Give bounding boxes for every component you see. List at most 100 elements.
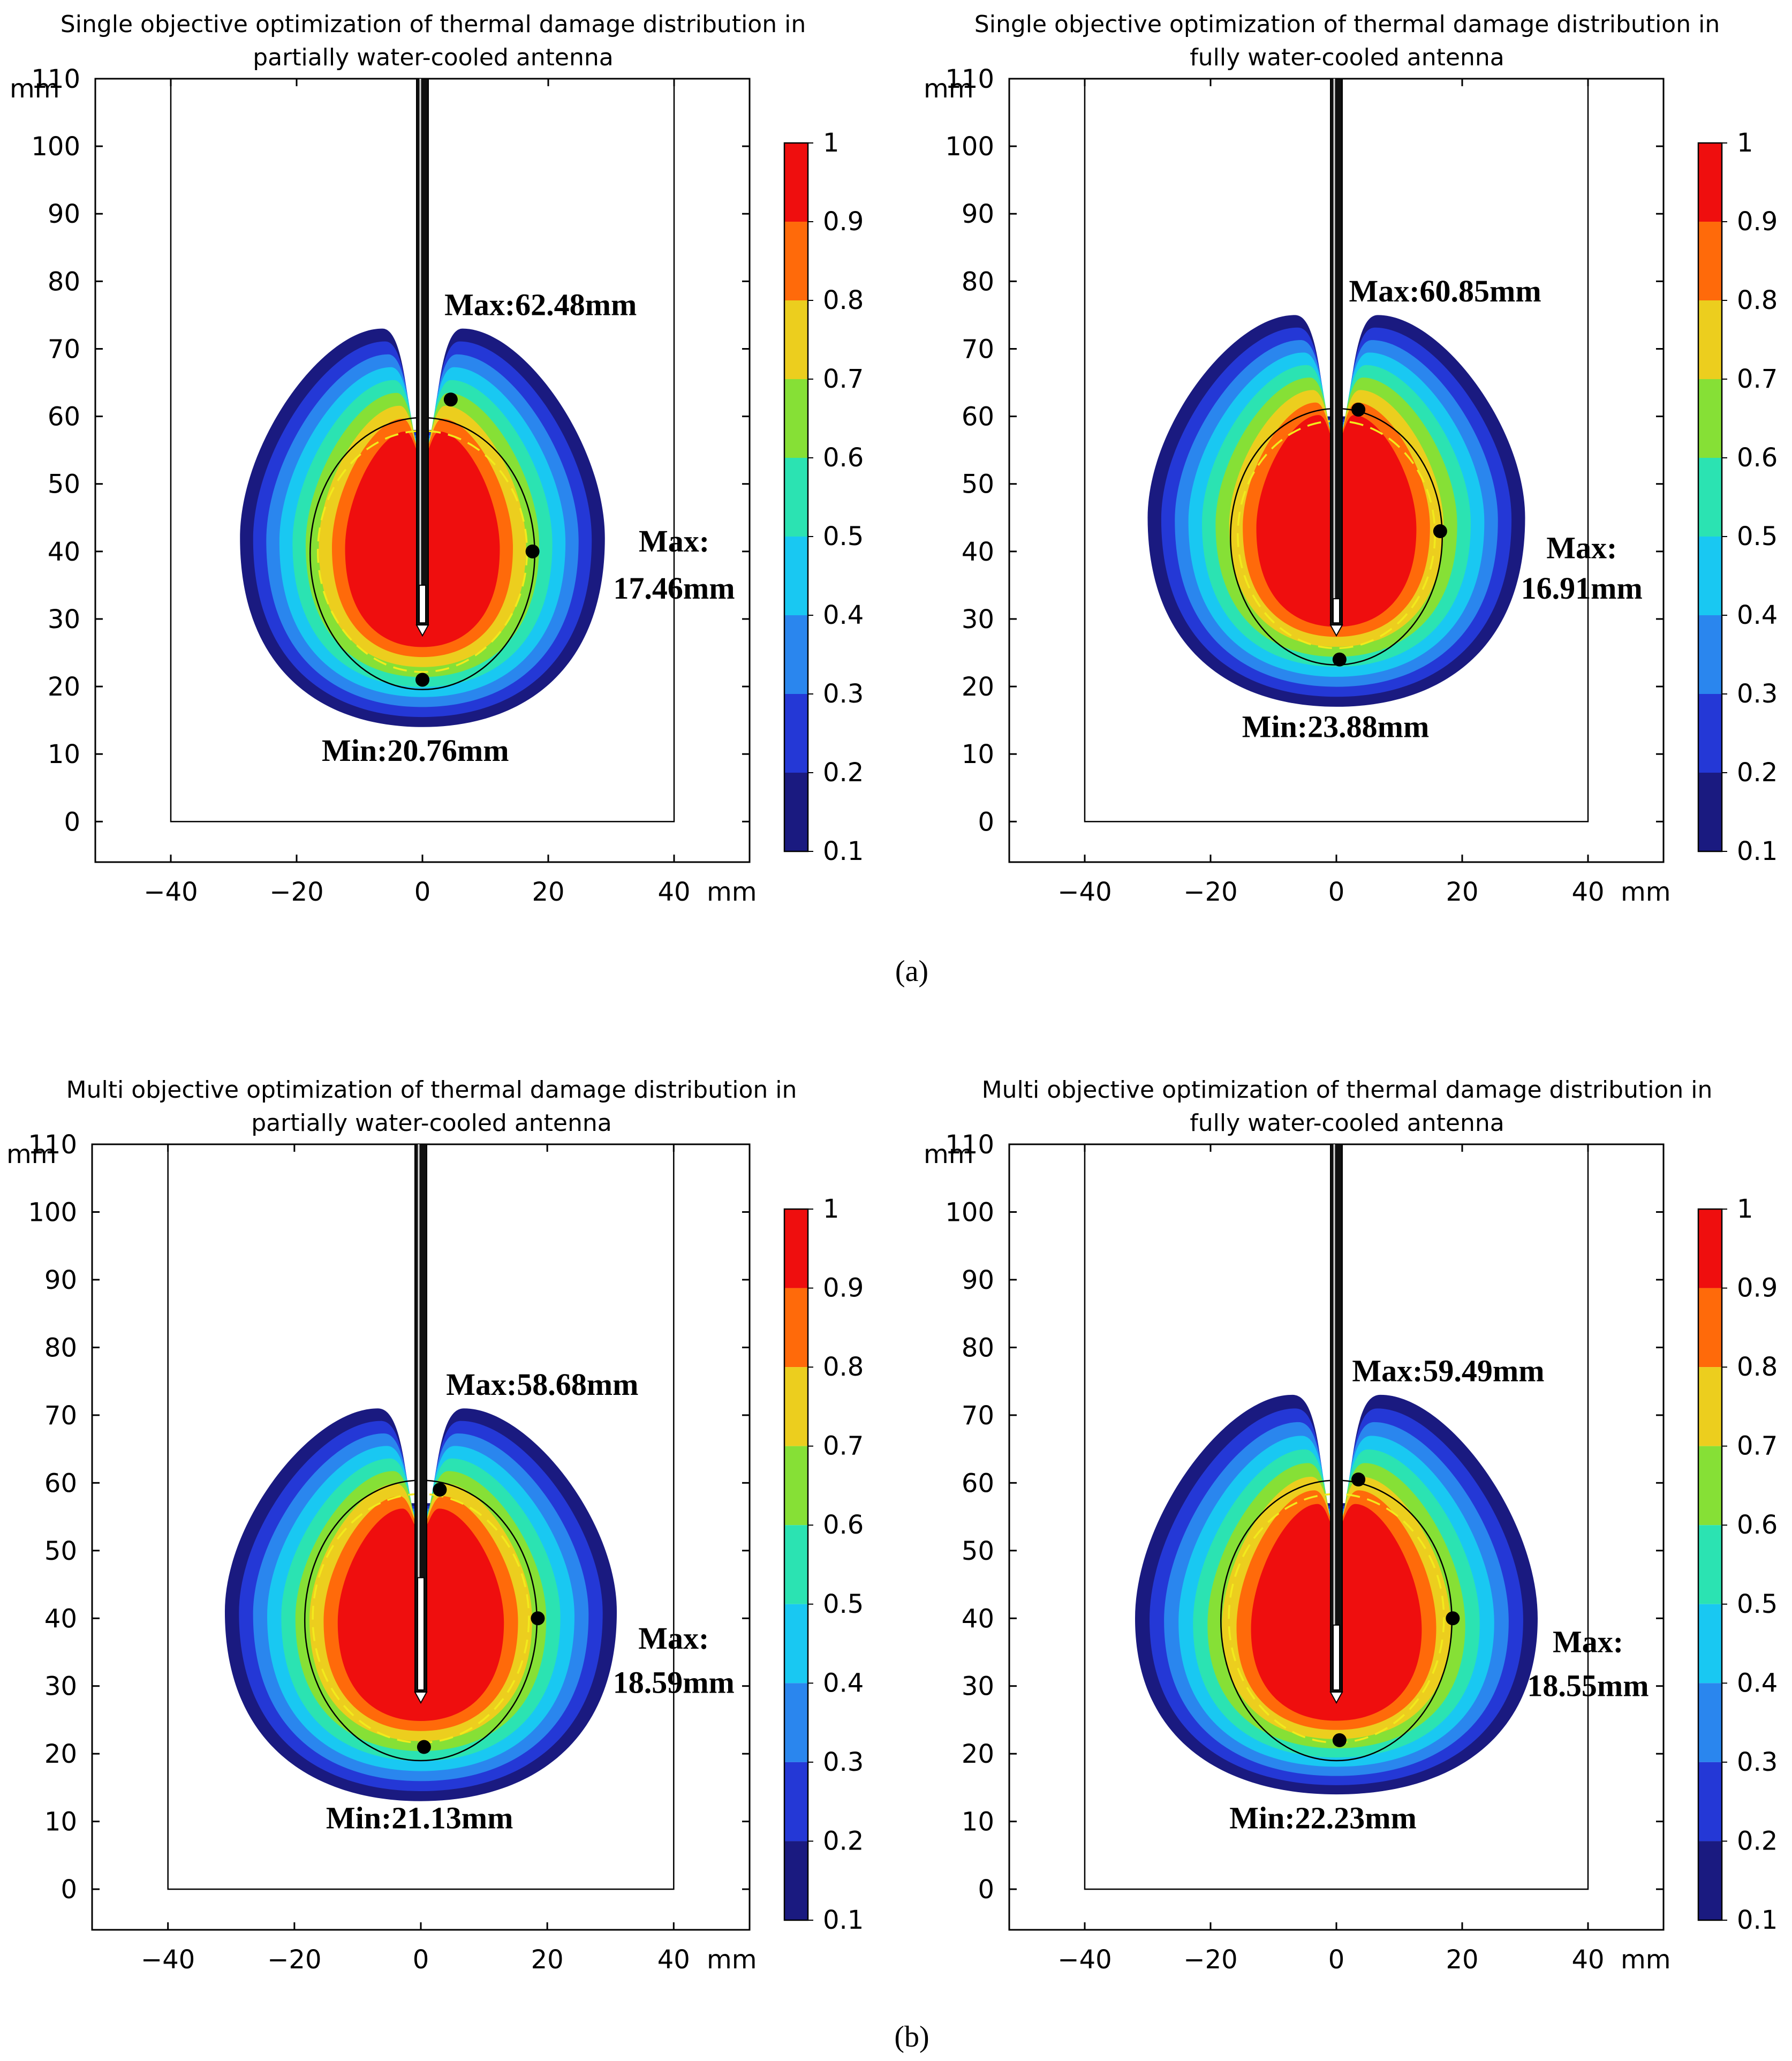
y-tick-label: 110 [945,64,994,94]
antenna-slot [417,1577,425,1691]
y-tick-label: 10 [44,1807,77,1837]
colorbar-tick-label: 0.7 [1737,364,1778,394]
y-tick-label: 80 [48,267,80,297]
x-tick-label: 20 [1446,877,1478,907]
y-tick-label: 30 [962,605,994,635]
measurement-point [417,1740,431,1754]
y-tick-label: 90 [48,199,80,229]
colorbar-segment [1698,1683,1722,1762]
y-tick-label: 110 [28,1130,77,1160]
colorbar-tick-label: 0.3 [1737,1747,1778,1777]
x-tick-label: 0 [1328,1945,1345,1975]
colorbar-segment [1698,222,1722,300]
colorbar-tick-label: 0.6 [823,443,864,473]
antenna-tip [415,624,429,637]
colorbar-tick-label: 0.4 [823,600,864,630]
antenna-tip [1329,624,1343,637]
chart-title-line: partially water-cooled antenna [251,1109,611,1137]
antenna-shaft [1330,1144,1343,1693]
colorbar-segment [1698,1288,1722,1368]
x-tick-label: 20 [531,1945,564,1975]
annotation-label: Min:20.76mm [322,733,509,768]
colorbar-segment [1698,615,1722,694]
y-axis-unit: mm [6,1139,57,1169]
y-tick-label: 60 [48,402,80,432]
colorbar-segment [1698,300,1722,379]
y-tick-label: 100 [31,132,80,162]
y-tick-label: 40 [962,537,994,567]
colorbar-tick-label: 0.1 [1737,1905,1778,1935]
chart-title-line: fully water-cooled antenna [1190,1109,1504,1137]
annotation-label: 18.55mm [1527,1669,1649,1703]
colorbar-segment [784,1209,808,1288]
colorbar-segment [1698,1525,1722,1604]
colorbar-tick-label: 0.9 [823,207,864,237]
chart-title-line: fully water-cooled antenna [1190,44,1504,71]
x-tick-label: −40 [141,1945,195,1975]
x-tick-label: 40 [1571,1945,1604,1975]
colorbar-segment [784,458,808,537]
antenna-shaft [1330,78,1343,626]
antenna-tip [1329,1692,1343,1704]
annotation-label: 17.46mm [613,571,735,606]
colorbar-tick-label: 0.4 [1737,600,1778,630]
x-tick-label: 40 [1571,877,1604,907]
y-tick-label: 30 [44,1672,77,1702]
colorbar-tick-label: 0.2 [1737,758,1778,788]
colorbar-tick-label: 0.7 [1737,1431,1778,1461]
x-axis-unit: mm [707,877,757,907]
colorbar-tick-label: 0.3 [823,1747,864,1777]
x-tick-label: −20 [1183,877,1237,907]
colorbar-segment [784,1683,808,1762]
colorbar-tick-label: 0.6 [1737,443,1778,473]
y-tick-label: 70 [44,1401,77,1431]
colorbar-segment [784,1367,808,1446]
y-tick-label: 90 [962,199,994,229]
y-tick-label: 60 [962,402,994,432]
x-tick-label: −20 [267,1945,321,1975]
annotation-label: Max:62.48mm [444,287,637,322]
annotation-label: Max:59.49mm [1352,1354,1544,1388]
colorbar-segment [784,300,808,379]
y-tick-label: 30 [48,605,80,635]
panel-multi-partial: Multi objective optimization of thermal … [6,1076,864,1975]
x-tick-label: −40 [1057,877,1112,907]
measurement-point [1351,402,1366,417]
y-tick-label: 50 [962,1536,994,1566]
y-tick-label: 90 [962,1265,994,1295]
x-tick-label: 20 [1446,1945,1478,1975]
colorbar-frame [783,142,809,852]
x-tick-label: −20 [1183,1945,1237,1975]
x-axis-unit: mm [1621,877,1671,907]
x-tick-label: −40 [143,877,198,907]
x-tick-label: 0 [1328,877,1345,907]
y-tick-label: 10 [48,739,80,769]
x-tick-label: 20 [532,877,564,907]
colorbar-segment [1698,1841,1722,1920]
subfigure-label-b: (b) [894,2020,929,2054]
colorbar-tick-label: 0.4 [823,1668,864,1698]
y-tick-label: 40 [962,1604,994,1634]
y-tick-label: 70 [962,1401,994,1431]
colorbar-tick-label: 1 [1737,128,1753,158]
y-tick-label: 40 [48,537,80,567]
measurement-point [1332,652,1347,667]
colorbar-tick-label: 0.7 [823,364,864,394]
antenna-slot [1333,598,1340,624]
annotation-label: Min:21.13mm [326,1800,513,1835]
y-tick-label: 100 [945,1197,994,1227]
y-tick-label: 60 [44,1468,77,1498]
x-tick-label: 40 [657,877,690,907]
annotation-label: Max: [1553,1624,1623,1659]
colorbar-segment [1698,694,1722,773]
y-tick-label: 80 [962,267,994,297]
colorbar-tick-label: 0.9 [1737,207,1778,237]
colorbar-tick-label: 0.7 [823,1431,864,1461]
annotation-label: Max:58.68mm [446,1367,638,1402]
y-tick-label: 50 [962,470,994,500]
y-tick-label: 10 [962,739,994,769]
chart-title-line: Multi objective optimization of thermal … [66,1076,797,1104]
colorbar-tick-label: 0.9 [823,1273,864,1303]
colorbar-segment [784,537,808,615]
x-axis-unit: mm [1621,1945,1671,1975]
